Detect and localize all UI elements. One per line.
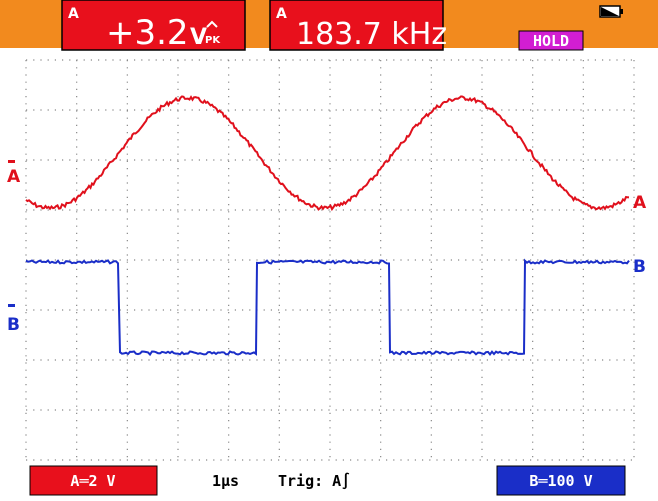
grid bbox=[25, 59, 635, 461]
reading-value: +3.2 bbox=[106, 13, 189, 53]
trace-a-left-label: A bbox=[7, 167, 21, 187]
channel-b-scale: B═100 V bbox=[529, 472, 592, 490]
trace-a bbox=[25, 95, 630, 212]
hold-badge bbox=[518, 30, 584, 51]
reading-unit: V bbox=[190, 25, 207, 50]
battery-icon bbox=[599, 5, 623, 18]
reading-channel: A bbox=[276, 6, 287, 22]
trigger: Trig: A∫ bbox=[278, 472, 350, 490]
trace-b-right-label: B bbox=[633, 257, 646, 277]
reading-channel: A bbox=[68, 6, 79, 22]
trace-b bbox=[25, 258, 630, 357]
marker-line bbox=[8, 304, 15, 307]
reading-unit-suffix: PK bbox=[205, 35, 221, 46]
marker-line bbox=[8, 160, 15, 163]
channel-a-box bbox=[29, 465, 158, 496]
hold-text: HOLD bbox=[533, 32, 569, 50]
channel-a-scale: A═2 V bbox=[70, 472, 115, 490]
timebase: 1µs bbox=[212, 472, 239, 490]
reading-box bbox=[269, 0, 444, 51]
trace-b-left-label: B bbox=[7, 315, 20, 335]
peak-hat bbox=[206, 20, 218, 28]
reading-value: 183.7 kHz bbox=[296, 17, 447, 52]
channel-b-box bbox=[496, 465, 626, 496]
trace-a-right-label: A bbox=[633, 193, 647, 213]
